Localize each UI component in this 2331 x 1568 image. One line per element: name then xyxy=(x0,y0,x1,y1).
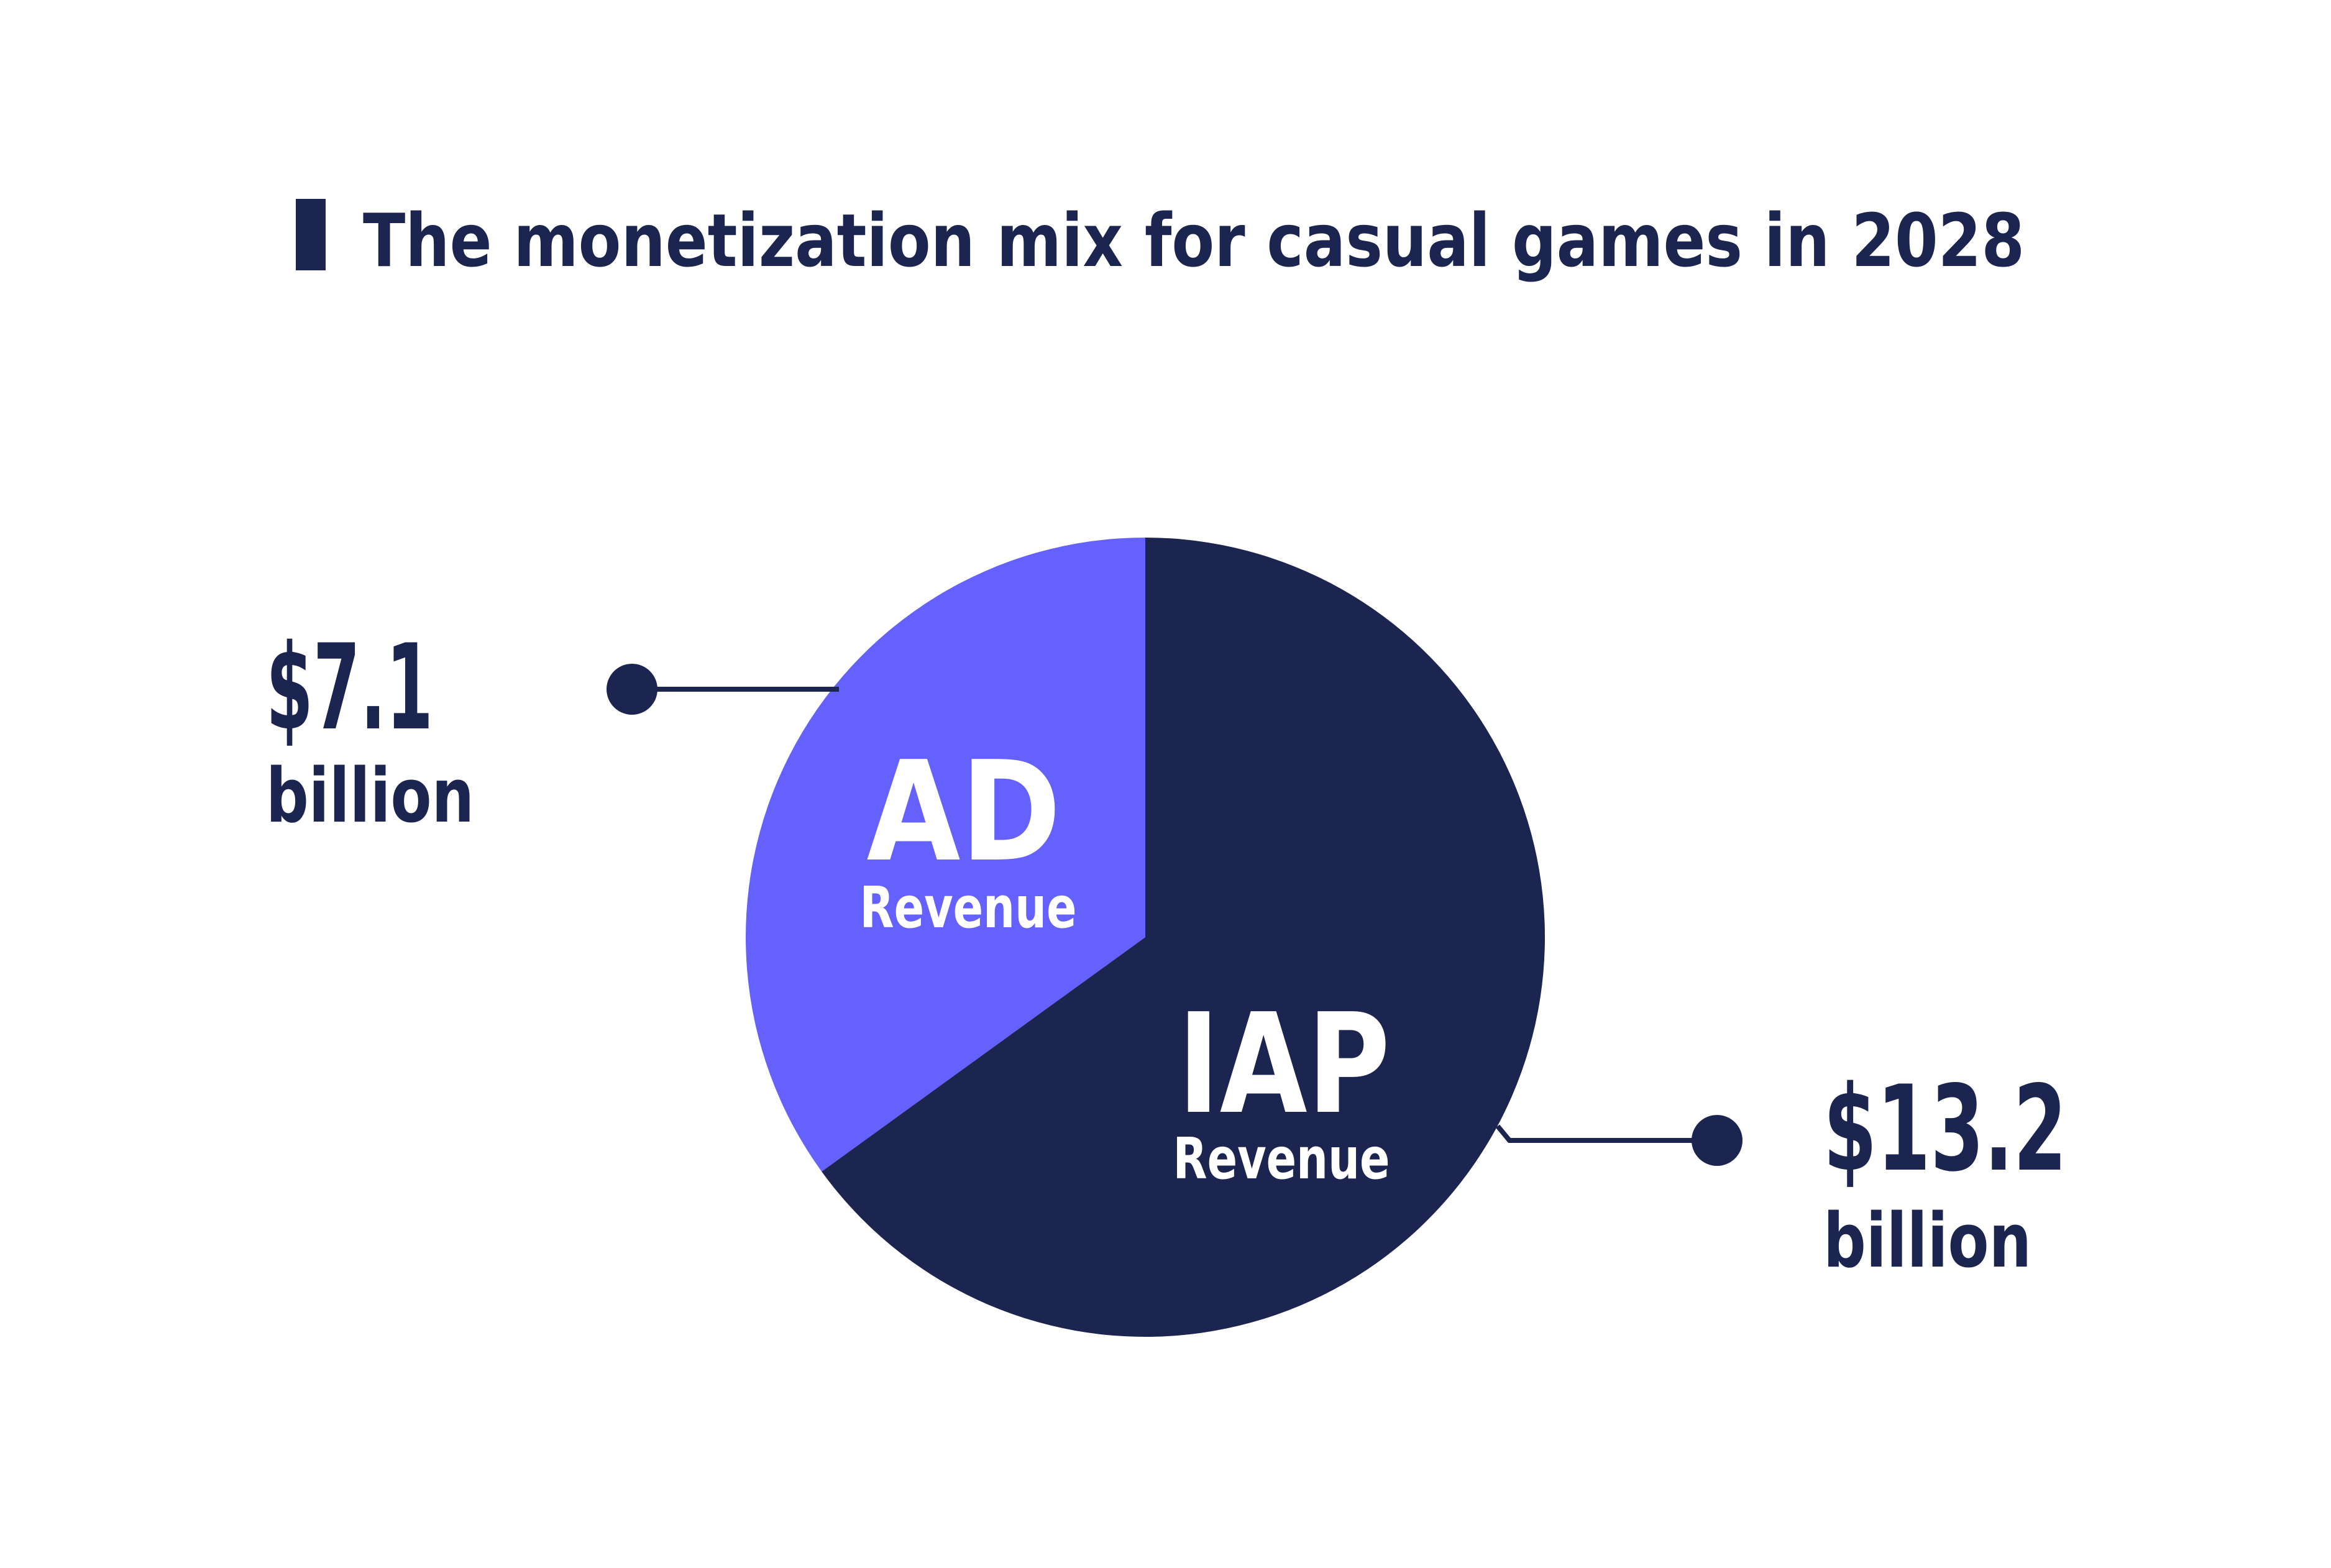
iap-slice-sublabel: Revenue xyxy=(1173,1126,1390,1192)
ad-slice-label: AD xyxy=(867,732,1061,892)
iap-value-label: $13.2 xyxy=(1823,1060,2067,1198)
title-accent-bar xyxy=(296,199,326,270)
iap-unit-label: billion xyxy=(1823,1198,2031,1285)
pie-slice-ad xyxy=(746,538,1145,1172)
pie-slice-iap xyxy=(822,538,1546,1337)
ad-value-label: $7.1 xyxy=(266,619,433,756)
ad-slice-sublabel: Revenue xyxy=(860,874,1077,941)
iap-connector-dot xyxy=(1692,1115,1743,1166)
ad-connector-dot xyxy=(607,664,657,715)
iap-slice-label: IAP xyxy=(1178,984,1390,1145)
chart-title: The monetization mix for casual games in… xyxy=(363,198,2025,283)
ad-unit-label: billion xyxy=(266,753,474,840)
iap-connector-line xyxy=(1495,1124,1717,1143)
